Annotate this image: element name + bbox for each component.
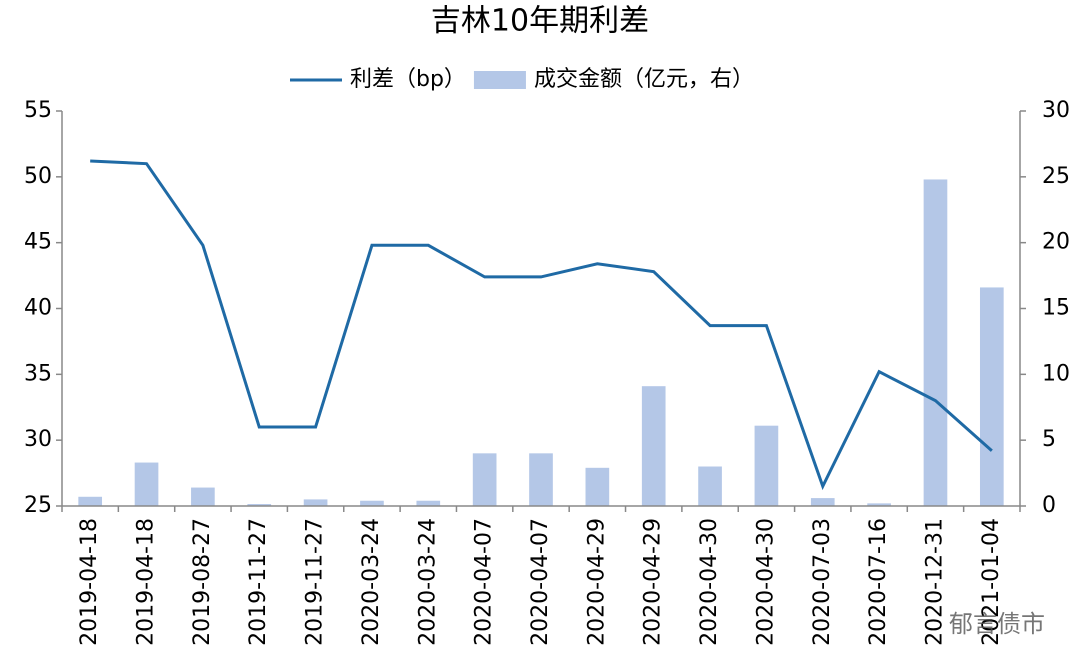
- x-tick-label: 2019-04-18: [77, 518, 102, 646]
- bar: [78, 496, 103, 506]
- y-tick-label: 55: [24, 98, 52, 123]
- x-tick-label: 2020-04-29: [584, 518, 609, 646]
- line: [90, 159, 993, 491]
- x-tick-label: 2019-11-27: [303, 518, 328, 646]
- x-tick-label: 2021-01-04: [979, 518, 1004, 646]
- y-tick-label: 35: [24, 361, 52, 386]
- x-tick-label: 2020-04-29: [641, 518, 666, 646]
- x-tick-label: 2020-12-31: [922, 518, 947, 646]
- x-tick-label: 2019-08-27: [190, 518, 215, 646]
- bar: [585, 467, 610, 506]
- x-tick-label: 2020-04-07: [528, 518, 553, 646]
- y2-tick-label: 15: [1042, 296, 1070, 321]
- x-tick-label: 2020-03-24: [415, 518, 440, 646]
- y2-tick-label: 25: [1042, 164, 1070, 189]
- legend-label: 成交金额（亿元，右）: [534, 67, 754, 92]
- y-tick-label: 40: [24, 296, 52, 321]
- bar: [416, 500, 441, 506]
- y-tick-label: 25: [24, 493, 52, 518]
- x-tick-label: 2020-04-30: [697, 518, 722, 646]
- bar: [810, 498, 835, 506]
- y2-tick-label: 10: [1042, 361, 1070, 386]
- x-tick-label: 2020-04-07: [472, 518, 497, 646]
- y2-tick-label: 30: [1042, 98, 1070, 123]
- legend-swatch: [473, 71, 526, 89]
- bar: [979, 287, 1004, 506]
- bar: [191, 487, 215, 506]
- y-tick-label: 30: [24, 427, 52, 452]
- x-tick-label: 2020-07-03: [810, 518, 835, 646]
- x-tick-label: 2020-04-30: [753, 518, 778, 646]
- bar: [529, 453, 553, 506]
- x-tick-label: 2019-04-18: [134, 518, 159, 646]
- bar: [754, 425, 779, 506]
- bar: [923, 179, 948, 506]
- y-tick-label: 50: [24, 164, 52, 189]
- bar: [641, 386, 666, 506]
- y2-tick-label: 5: [1042, 427, 1056, 452]
- x-tick-label: 2020-03-24: [359, 518, 384, 646]
- bar: [698, 466, 722, 506]
- bar: [472, 453, 497, 506]
- bar: [303, 499, 328, 506]
- y-tick-label: 45: [24, 230, 52, 255]
- y2-tick-label: 20: [1042, 230, 1070, 255]
- watermark: 郁言债市: [949, 610, 1045, 638]
- bar: [360, 500, 384, 506]
- bar: [867, 503, 891, 506]
- chart-title: 吉林10年期利差: [431, 4, 649, 39]
- y2-tick-label: 0: [1042, 493, 1056, 518]
- legend-label: 利差（bp）: [350, 67, 466, 92]
- x-tick-label: 2019-11-27: [246, 518, 271, 646]
- bar: [247, 504, 272, 506]
- bar: [134, 462, 159, 506]
- x-tick-label: 2020-07-16: [866, 518, 891, 646]
